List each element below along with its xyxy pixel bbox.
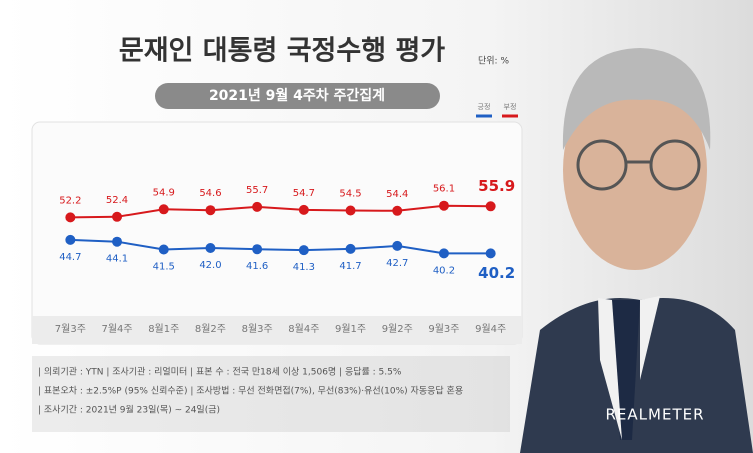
data-label: 42.7 [386, 258, 408, 269]
data-label: 40.2 [478, 264, 515, 282]
x-tick-label: 9월2주 [382, 323, 413, 335]
data-label: 52.2 [59, 195, 81, 206]
series-line [70, 204, 491, 219]
data-label: 55.9 [478, 177, 515, 195]
data-label: 54.6 [199, 188, 221, 199]
category-strip [32, 316, 522, 344]
x-tick-label: 9월3주 [428, 323, 459, 335]
x-tick-label: 9월1주 [335, 323, 366, 335]
series-line [70, 238, 491, 255]
data-label: 41.5 [153, 262, 175, 273]
x-tick-label: 7월4주 [101, 323, 132, 335]
data-label: 54.7 [293, 188, 315, 199]
data-label: 56.1 [433, 184, 455, 195]
note: | 조사기간 : 2021년 9월 23일(목) ~ 24일(금) [38, 404, 220, 416]
data-label: 44.7 [59, 252, 81, 263]
data-label: 54.5 [339, 189, 361, 200]
data-label: 41.3 [293, 262, 315, 273]
data-point [65, 212, 76, 223]
data-label: 40.2 [433, 265, 455, 276]
data-point [65, 234, 76, 245]
data-label: 52.4 [106, 195, 128, 206]
data-label: 54.4 [386, 189, 408, 200]
data-point [252, 201, 263, 212]
data-point [112, 211, 123, 222]
data-label: 42.0 [199, 260, 221, 271]
data-point [438, 200, 449, 211]
x-tick-label: 8월2주 [195, 323, 226, 335]
portrait [520, 48, 753, 453]
data-point [298, 204, 309, 215]
data-point [112, 236, 123, 247]
data-point [252, 244, 263, 255]
data-point [158, 244, 169, 255]
note: | 표본오차 : ±2.5%P (95% 신뢰수준) | 조사방법 : 무선 전… [38, 385, 463, 397]
data-point [392, 240, 403, 251]
data-label: 54.9 [153, 187, 175, 198]
data-point [205, 205, 216, 216]
data-label: 41.6 [246, 261, 268, 272]
note: | 의뢰기관 : YTN | 조사기관 : 리얼미터 | 표본 수 : 전국 만… [38, 366, 402, 378]
data-point [392, 205, 403, 216]
data-point [345, 205, 356, 216]
x-tick-label: 8월1주 [148, 323, 179, 335]
x-tick-label: 8월4주 [288, 323, 319, 335]
unit-label: 단위: % [478, 56, 509, 67]
legend-label: 긍정 [478, 102, 491, 111]
data-point [485, 248, 496, 259]
data-point [438, 248, 449, 259]
data-point [345, 243, 356, 254]
data-label: 55.7 [246, 185, 268, 196]
data-label: 44.1 [106, 254, 128, 265]
data-point [485, 201, 496, 212]
chart-title: 문재인 대통령 국정수행 평가 [119, 36, 445, 67]
x-tick-label: 7월3주 [55, 323, 86, 335]
plot-area [31, 121, 523, 345]
x-tick-label: 9월4주 [475, 323, 506, 335]
data-label: 41.7 [339, 261, 361, 272]
x-tick-label: 8월3주 [242, 323, 273, 335]
data-point [298, 245, 309, 256]
subtitle: 2021년 9월 4주차 주간집계 [209, 87, 385, 104]
data-point [205, 243, 216, 253]
source: REALMETER [606, 406, 705, 424]
legend-label: 부정 [504, 102, 517, 111]
data-point [158, 204, 169, 215]
subtitle-pill [155, 83, 440, 109]
notes-box [32, 356, 510, 432]
